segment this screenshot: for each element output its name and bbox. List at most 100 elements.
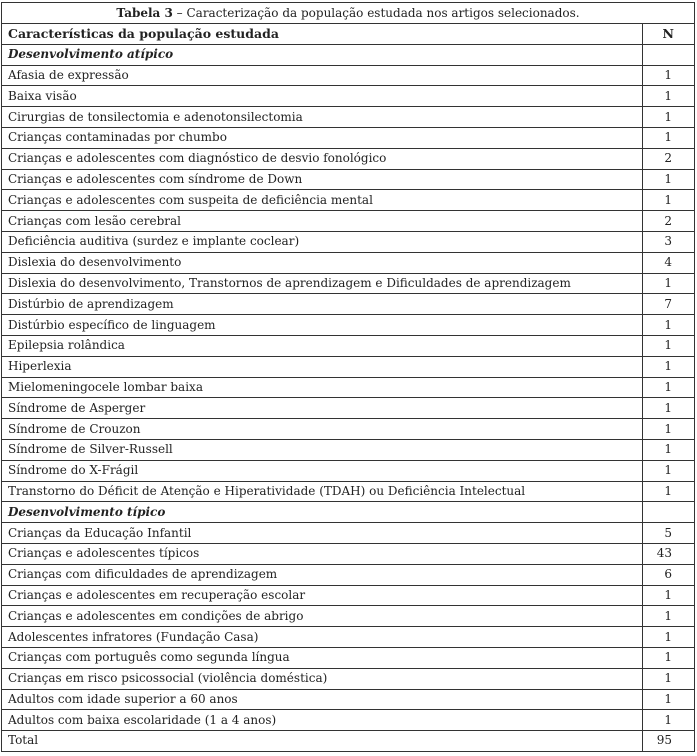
row-label: Baixa visão — [2, 85, 642, 107]
table-row: Crianças contaminadas por chumbo 1 — [2, 126, 694, 149]
section-header-row: Desenvolvimento atípico — [2, 43, 694, 66]
table-row: Adolescentes infratores (Fundação Casa) 1 — [2, 626, 694, 648]
row-label: Síndrome de Silver-Russell — [2, 438, 642, 461]
section-header-row: Desenvolvimento típico — [2, 501, 694, 523]
table-row: Crianças com lesão cerebral 2 — [2, 210, 694, 232]
table-row: Crianças da Educação Infantil 5 — [2, 522, 694, 544]
row-count — [641, 43, 694, 66]
table-row: Síndrome de Silver-Russell 1 — [2, 438, 694, 461]
row-label: Mielomeningocele lombar baixa — [2, 376, 642, 398]
row-label: Adultos com baixa escolaridade (1 a 4 an… — [2, 709, 642, 731]
row-label: Dislexia do desenvolvimento — [2, 251, 642, 274]
row-count: 1 — [641, 126, 694, 149]
row-label: Adultos com idade superior a 60 anos — [2, 688, 642, 710]
header-n: N — [641, 24, 694, 45]
total-row: Total 95 — [2, 730, 694, 751]
table-row: Síndrome de Asperger 1 — [2, 397, 694, 419]
row-count: 1 — [641, 626, 694, 648]
row-count: 1 — [641, 438, 694, 461]
row-label: Desenvolvimento atípico — [2, 43, 642, 66]
table-row: Crianças em risco psicossocial (violênci… — [2, 667, 694, 689]
table-row: Crianças e adolescentes com suspeita de … — [2, 189, 694, 211]
row-count: 1 — [641, 667, 694, 689]
row-count: 5 — [641, 522, 694, 544]
table-row: Dislexia do desenvolvimento 4 — [2, 251, 694, 274]
table-row: Deficiência auditiva (surdez e implante … — [2, 230, 694, 253]
row-label: Desenvolvimento típico — [2, 501, 642, 523]
row-count: 1 — [641, 418, 694, 440]
row-count: 1 — [641, 314, 694, 336]
row-label: Crianças e adolescentes em condições de … — [2, 605, 642, 627]
row-label: Crianças e adolescentes com diagnóstico … — [2, 147, 642, 170]
row-label: Crianças com dificuldades de aprendizage… — [2, 563, 642, 586]
header-characteristics: Características da população estudada — [8, 26, 279, 42]
table-row: Distúrbio específico de linguagem 1 — [2, 314, 694, 336]
row-count: 1 — [641, 334, 694, 357]
table-row: Transtorno do Déficit de Atenção e Hiper… — [2, 480, 694, 502]
row-label: Crianças da Educação Infantil — [2, 522, 642, 544]
row-count: 1 — [641, 106, 694, 128]
row-label: Distúrbio de aprendizagem — [2, 293, 642, 315]
row-count: 1 — [641, 584, 694, 606]
row-count: 6 — [641, 563, 694, 586]
table-row: Crianças com dificuldades de aprendizage… — [2, 563, 694, 586]
table-row: Cirurgias de tonsilectomia e adenotonsil… — [2, 106, 694, 128]
table-row: Crianças e adolescentes com síndrome de … — [2, 168, 694, 190]
table-row: Crianças e adolescentes em condições de … — [2, 605, 694, 627]
row-count: 95 — [641, 730, 694, 751]
row-label: Crianças com lesão cerebral — [2, 210, 642, 232]
row-label: Síndrome de Crouzon — [2, 418, 642, 440]
table-row: Distúrbio de aprendizagem 7 — [2, 293, 694, 315]
row-count: 4 — [641, 251, 694, 274]
row-label: Deficiência auditiva (surdez e implante … — [2, 230, 642, 253]
row-count: 1 — [641, 376, 694, 398]
row-label: Crianças com português como segunda líng… — [2, 646, 642, 669]
table-row: Crianças e adolescentes em recuperação e… — [2, 584, 694, 606]
row-count: 1 — [641, 480, 694, 502]
row-count: 3 — [641, 230, 694, 253]
row-label: Epilepsia rolândica — [2, 334, 642, 357]
table-row: Dislexia do desenvolvimento, Transtornos… — [2, 272, 694, 294]
table-caption: Tabela 3 – Caracterização da população e… — [2, 3, 694, 24]
row-count: 1 — [641, 85, 694, 107]
row-label: Distúrbio específico de linguagem — [2, 314, 642, 336]
row-label: Crianças em risco psicossocial (violênci… — [2, 667, 642, 689]
row-label: Crianças e adolescentes com suspeita de … — [2, 189, 642, 211]
table-row: Adultos com baixa escolaridade (1 a 4 an… — [2, 709, 694, 731]
row-count: 43 — [641, 542, 694, 565]
row-count: 1 — [641, 605, 694, 627]
row-count: 1 — [641, 709, 694, 731]
header-row: Características da população estudada N — [2, 24, 694, 45]
table-row: Síndrome do X-Frágil 1 — [2, 459, 694, 482]
table-caption-text: – Caracterização da população estudada n… — [172, 6, 580, 20]
table-row: Hiperlexia 1 — [2, 355, 694, 378]
row-count: 1 — [641, 397, 694, 419]
row-label: Crianças e adolescentes em recuperação e… — [2, 584, 642, 606]
table-row: Adultos com idade superior a 60 anos 1 — [2, 688, 694, 710]
row-label: Adolescentes infratores (Fundação Casa) — [2, 626, 642, 648]
row-count: 1 — [641, 272, 694, 294]
table-row: Epilepsia rolândica 1 — [2, 334, 694, 357]
row-label: Síndrome do X-Frágil — [2, 459, 642, 482]
row-count: 1 — [641, 189, 694, 211]
row-label: Dislexia do desenvolvimento, Transtornos… — [2, 272, 642, 294]
table-row: Afasia de expressão 1 — [2, 64, 694, 86]
table-row: Baixa visão 1 — [2, 85, 694, 107]
row-label: Crianças contaminadas por chumbo — [2, 126, 642, 149]
row-label: Síndrome de Asperger — [2, 397, 642, 419]
row-count — [641, 501, 694, 523]
row-count: 1 — [641, 646, 694, 669]
row-count: 2 — [641, 147, 694, 170]
row-label: Crianças e adolescentes típicos — [2, 542, 642, 565]
row-label: Total — [2, 730, 642, 751]
row-label: Crianças e adolescentes com síndrome de … — [2, 168, 642, 190]
row-count: 1 — [641, 355, 694, 378]
row-count: 1 — [641, 459, 694, 482]
row-count: 1 — [641, 168, 694, 190]
row-count: 2 — [641, 210, 694, 232]
row-count: 1 — [641, 688, 694, 710]
row-count: 1 — [641, 64, 694, 86]
table-number: Tabela 3 — [116, 6, 173, 20]
row-count: 7 — [641, 293, 694, 315]
